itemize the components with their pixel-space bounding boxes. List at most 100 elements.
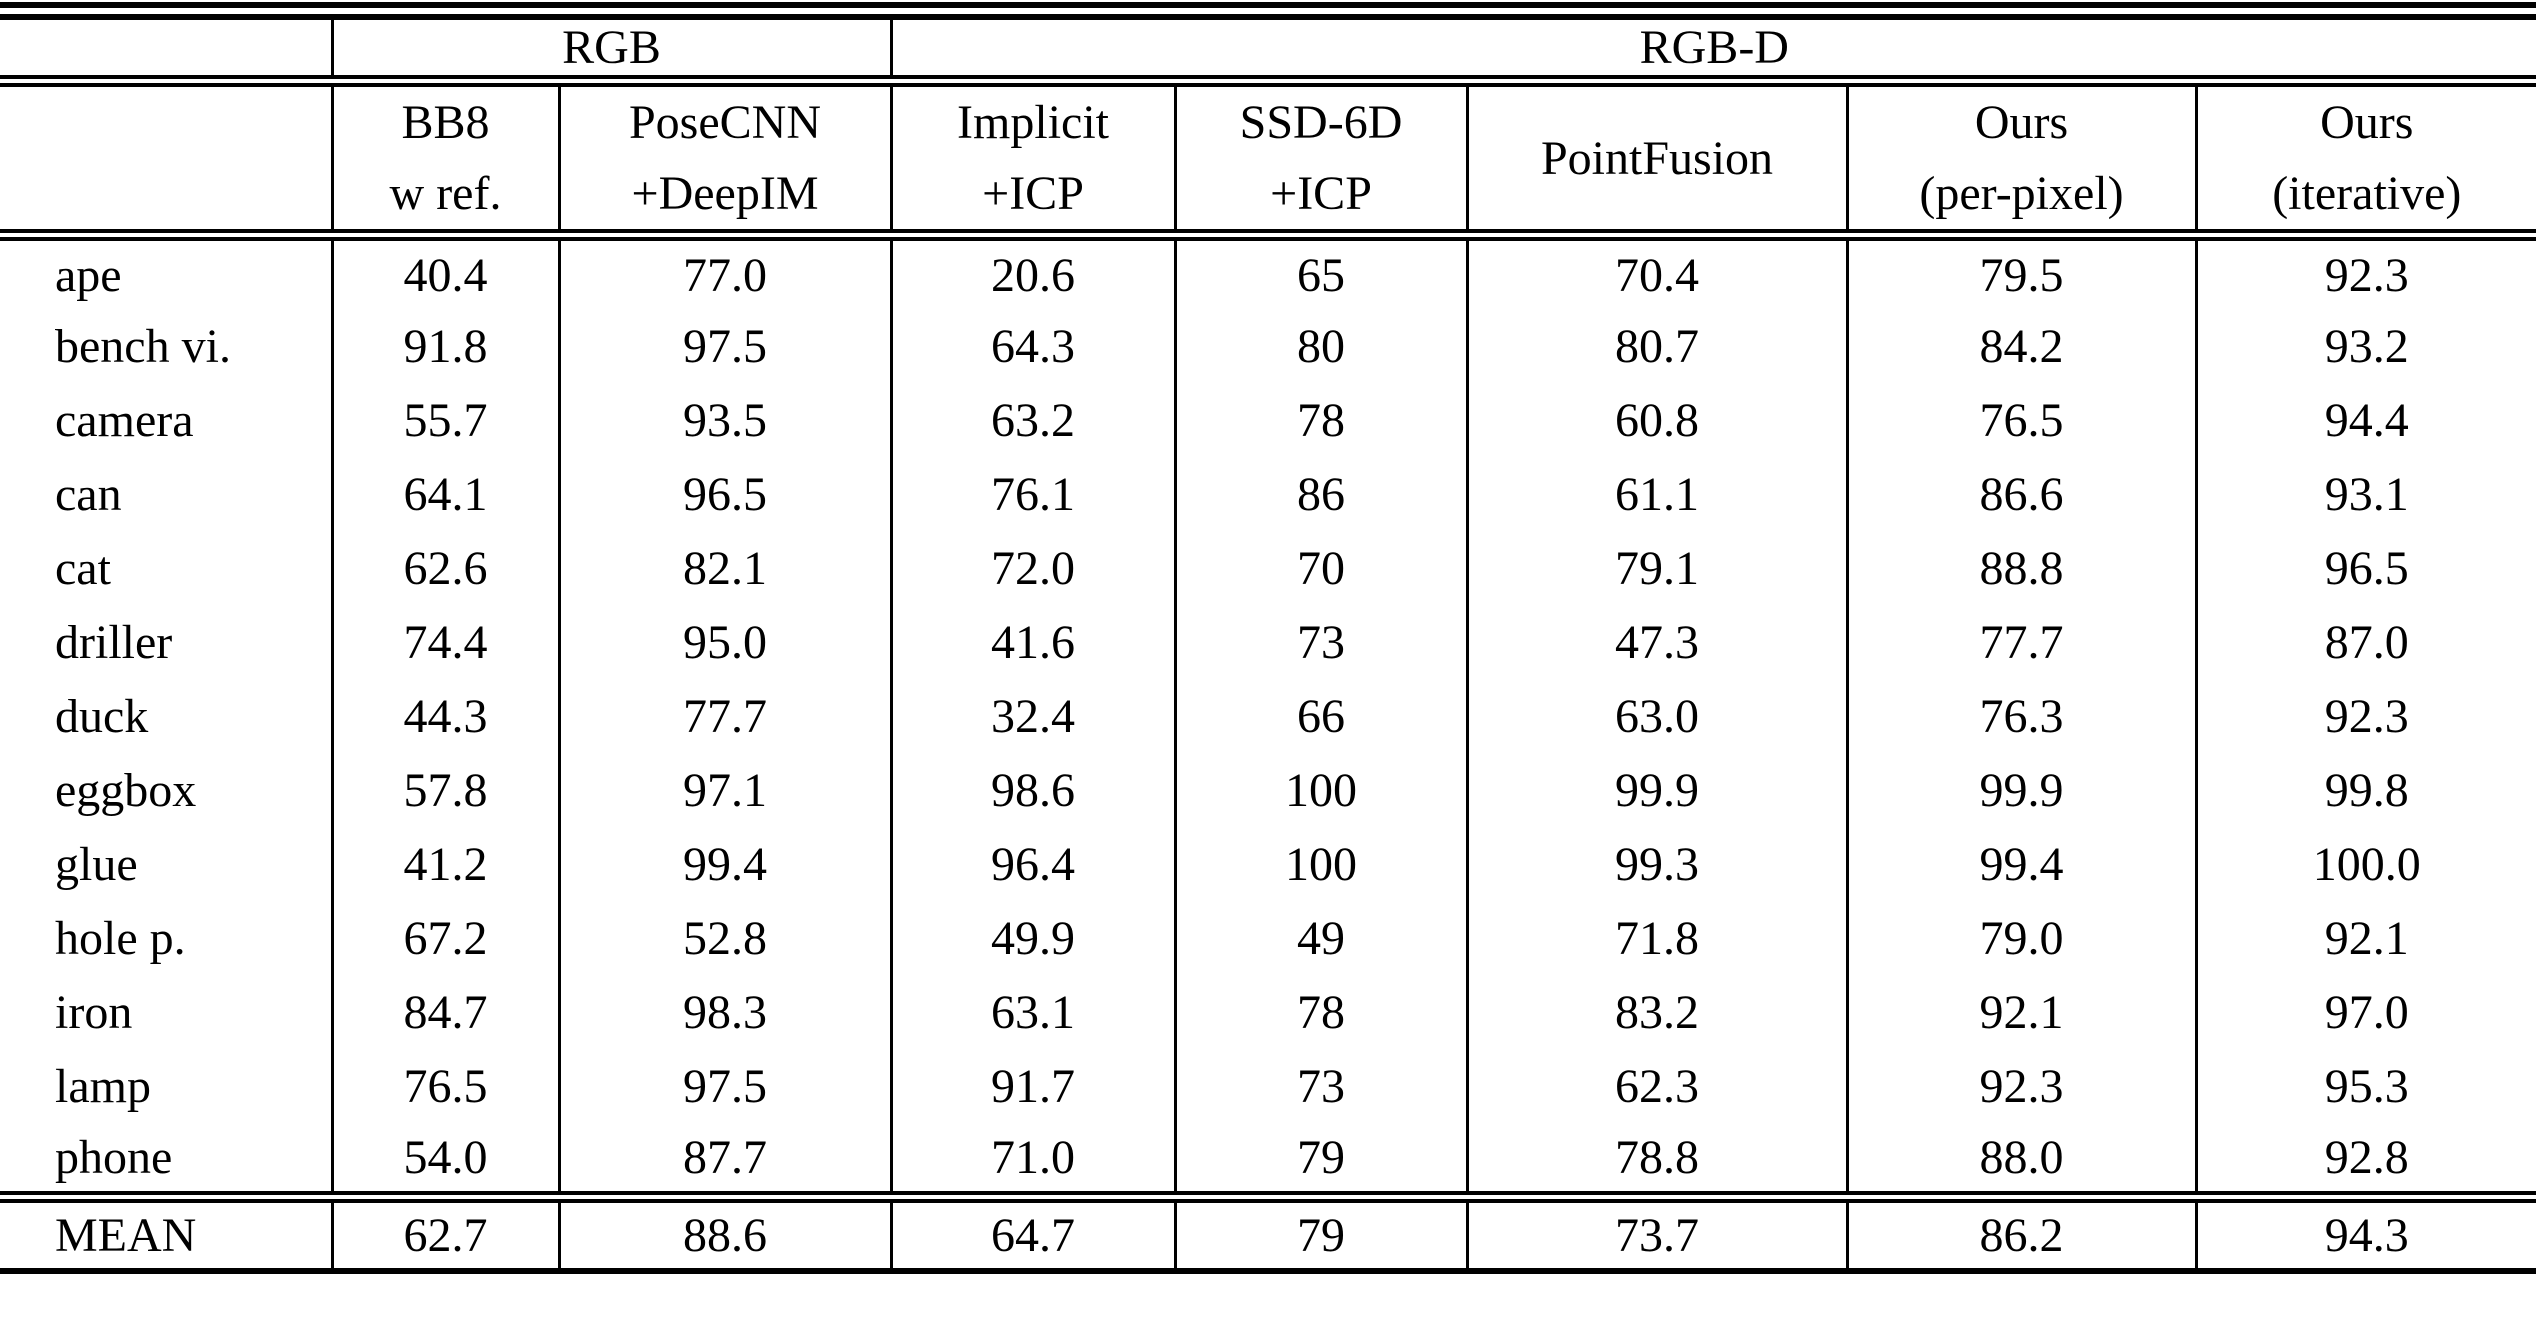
cell-value: 64.1 (330, 457, 559, 531)
row-label: iron (55, 985, 133, 1039)
cell-value: 80 (1173, 309, 1468, 383)
group-header-row: RGB RGB-D (0, 11, 2536, 81)
table-row: can 64.1 96.5 76.1 86 61.1 86.6 93.1 (0, 457, 2536, 531)
method-header-line: (iterative) (2272, 167, 2462, 220)
cell-value: 80.7 (1465, 309, 1848, 383)
cell-value: 63.0 (1465, 679, 1848, 753)
cell-value: 41.6 (889, 605, 1176, 679)
cell-value: 73 (1173, 1049, 1468, 1123)
cell-value: 55.7 (330, 383, 559, 457)
cell-value: 86.6 (1845, 457, 2197, 531)
mean-value: 86.2 (1845, 1197, 2197, 1271)
method-header-ours-iterative: Ours (iterative) (2194, 81, 2536, 235)
group-header-empty (0, 11, 332, 81)
cell-value: 100.0 (2194, 827, 2536, 901)
cell-value: 92.3 (2194, 235, 2536, 309)
cell-value: 70 (1173, 531, 1468, 605)
table-row: duck 44.3 77.7 32.4 66 63.0 76.3 92.3 (0, 679, 2536, 753)
cell-value: 78 (1173, 975, 1468, 1049)
cell-value: 57.8 (330, 753, 559, 827)
cell-value: 76.5 (330, 1049, 559, 1123)
cell-value: 62.3 (1465, 1049, 1848, 1123)
cell-value: 79.0 (1845, 901, 2197, 975)
cell-value: 65 (1173, 235, 1468, 309)
method-header-line: +ICP (982, 167, 1084, 220)
method-header-line: SSD-6D (1239, 96, 1403, 149)
cell-value: 62.6 (330, 531, 559, 605)
method-header-line: w ref. (389, 167, 502, 220)
cell-value: 87.0 (2194, 605, 2536, 679)
row-label: cat (55, 541, 111, 595)
cell-value: 99.3 (1465, 827, 1848, 901)
cell-value: 98.6 (889, 753, 1176, 827)
cell-value: 61.1 (1465, 457, 1848, 531)
cell-value: 98.3 (557, 975, 892, 1049)
cell-value: 76.3 (1845, 679, 2197, 753)
mean-row: MEAN 62.7 88.6 64.7 79 73.7 86.2 94.3 (0, 1197, 2536, 1271)
cell-value: 97.5 (557, 309, 892, 383)
cell-value: 83.2 (1465, 975, 1848, 1049)
cell-value: 20.6 (889, 235, 1176, 309)
cell-value: 99.4 (557, 827, 892, 901)
table-row: lamp 76.5 97.5 91.7 73 62.3 92.3 95.3 (0, 1049, 2536, 1123)
cell-value: 97.1 (557, 753, 892, 827)
cell-value: 99.9 (1845, 753, 2197, 827)
method-header-line: Ours (1974, 96, 2069, 149)
table-row: eggbox 57.8 97.1 98.6 100 99.9 99.9 99.8 (0, 753, 2536, 827)
cell-value: 87.7 (557, 1123, 892, 1197)
cell-value: 94.4 (2194, 383, 2536, 457)
mean-value: 94.3 (2194, 1197, 2536, 1271)
table-row: phone 54.0 87.7 71.0 79 78.8 88.0 92.8 (0, 1123, 2536, 1197)
cell-value: 91.8 (330, 309, 559, 383)
cell-value: 79.5 (1845, 235, 2197, 309)
cell-value: 71.0 (889, 1123, 1176, 1197)
method-header-bb8: BB8 w ref. (330, 81, 559, 235)
cell-value: 88.0 (1845, 1123, 2197, 1197)
cell-value: 52.8 (557, 901, 892, 975)
cell-value: 99.4 (1845, 827, 2197, 901)
cell-value: 95.0 (557, 605, 892, 679)
cell-value: 92.1 (1845, 975, 2197, 1049)
cell-value: 79 (1173, 1123, 1468, 1197)
cell-value: 78 (1173, 383, 1468, 457)
method-header-pointfusion: PointFusion (1465, 81, 1848, 235)
row-label: camera (55, 393, 194, 447)
method-header-line: Ours (2320, 96, 2414, 149)
cell-value: 91.7 (889, 1049, 1176, 1123)
cell-value: 67.2 (330, 901, 559, 975)
method-header-ours-perpixel: Ours (per-pixel) (1845, 81, 2197, 235)
cell-value: 72.0 (889, 531, 1176, 605)
row-label: ape (55, 248, 122, 302)
row-label: bench vi. (55, 319, 231, 373)
group-header-rgbd: RGB-D (889, 11, 2536, 81)
cell-value: 49.9 (889, 901, 1176, 975)
table-row: driller 74.4 95.0 41.6 73 47.3 77.7 87.0 (0, 605, 2536, 679)
cell-value: 44.3 (330, 679, 559, 753)
table-row: camera 55.7 93.5 63.2 78 60.8 76.5 94.4 (0, 383, 2536, 457)
table-row: iron 84.7 98.3 63.1 78 83.2 92.1 97.0 (0, 975, 2536, 1049)
cell-value: 99.8 (2194, 753, 2536, 827)
cell-value: 66 (1173, 679, 1468, 753)
mean-value: 73.7 (1465, 1197, 1848, 1271)
table-row: glue 41.2 99.4 96.4 100 99.3 99.4 100.0 (0, 827, 2536, 901)
mean-value: 64.7 (889, 1197, 1176, 1271)
cell-value: 93.1 (2194, 457, 2536, 531)
cell-value: 82.1 (557, 531, 892, 605)
mean-value: 62.7 (330, 1197, 559, 1271)
cell-value: 97.5 (557, 1049, 892, 1123)
cell-value: 41.2 (330, 827, 559, 901)
row-label: phone (55, 1130, 173, 1184)
cell-value: 70.4 (1465, 235, 1848, 309)
cell-value: 84.7 (330, 975, 559, 1049)
table-body: ape 40.4 77.0 20.6 65 70.4 79.5 92.3 bench vi. 91… (0, 235, 2536, 1197)
cell-value: 100 (1173, 753, 1468, 827)
cell-value: 84.2 (1845, 309, 2197, 383)
method-header-line: (per-pixel) (1919, 167, 2124, 220)
cell-value: 95.3 (2194, 1049, 2536, 1123)
row-label: driller (55, 615, 173, 669)
cell-value: 78.8 (1465, 1123, 1848, 1197)
cell-value: 40.4 (330, 235, 559, 309)
cell-value: 63.1 (889, 975, 1176, 1049)
table-row: hole p. 67.2 52.8 49.9 49 71.8 79.0 92.1 (0, 901, 2536, 975)
cell-value: 88.8 (1845, 531, 2197, 605)
